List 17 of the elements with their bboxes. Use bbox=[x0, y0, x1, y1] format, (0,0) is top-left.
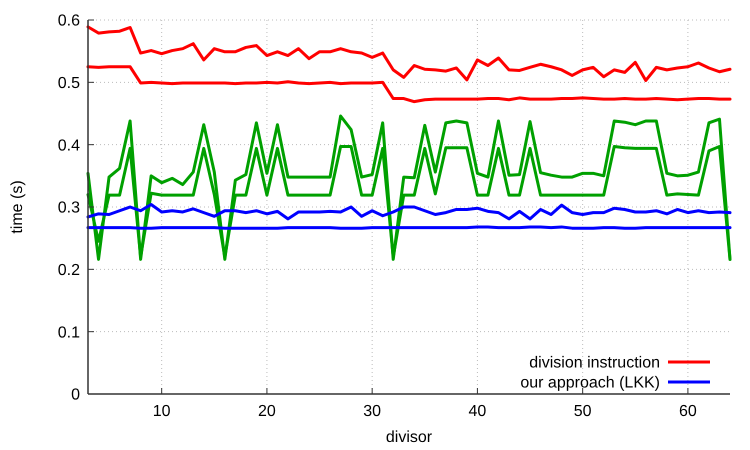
y-tick-label: 0.3 bbox=[58, 200, 80, 217]
x-tick-label: 20 bbox=[258, 403, 276, 420]
x-tick-label: 60 bbox=[679, 403, 697, 420]
y-tick-label: 0.4 bbox=[58, 137, 80, 154]
x-tick-label: 50 bbox=[574, 403, 592, 420]
y-tick-label: 0.2 bbox=[58, 262, 80, 279]
y-axis-title: time (s) bbox=[9, 180, 26, 234]
y-tick-label: 0.6 bbox=[58, 12, 80, 30]
y-tick-label: 0 bbox=[71, 386, 80, 404]
legend-label: division instruction bbox=[529, 354, 660, 372]
y-tick-label: 0.5 bbox=[58, 74, 80, 92]
x-tick-label: 10 bbox=[152, 403, 171, 420]
legend-label: our approach (LKK) bbox=[520, 374, 660, 392]
x-axis-title: divisor bbox=[386, 429, 433, 446]
x-tick-label: 30 bbox=[363, 403, 382, 420]
y-tick-label: 0.1 bbox=[58, 324, 80, 342]
x-tick-label: 40 bbox=[468, 403, 486, 420]
